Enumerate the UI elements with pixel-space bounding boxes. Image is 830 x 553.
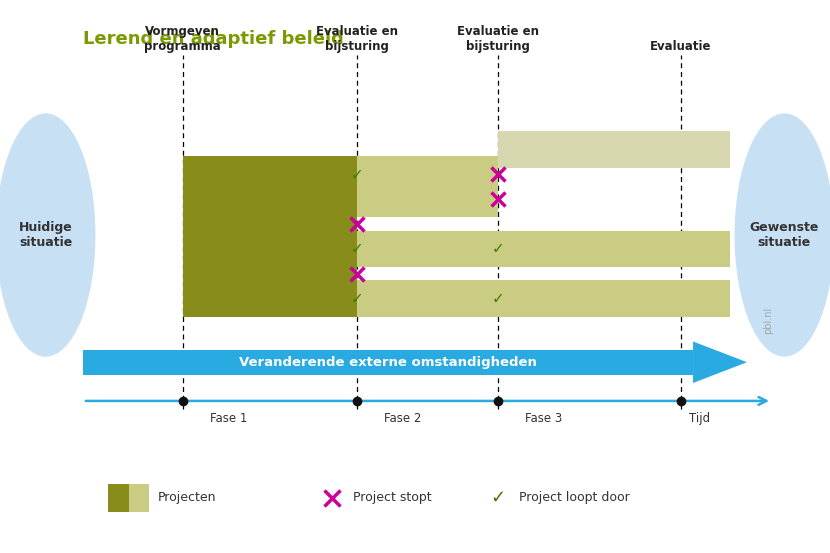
Text: Veranderende externe omstandigheden: Veranderende externe omstandigheden — [239, 356, 537, 369]
Bar — [357, 280, 730, 317]
Bar — [129, 484, 149, 512]
Text: Huidige
situatie: Huidige situatie — [19, 221, 72, 249]
Text: Evaluatie en
bijsturing: Evaluatie en bijsturing — [457, 24, 539, 53]
Bar — [357, 181, 498, 217]
Bar — [183, 206, 357, 242]
Text: Project loopt door: Project loopt door — [519, 491, 629, 504]
Text: pbl.nl: pbl.nl — [763, 307, 773, 335]
Bar — [183, 156, 357, 192]
Text: Evaluatie: Evaluatie — [650, 39, 711, 53]
Text: Evaluatie en
bijsturing: Evaluatie en bijsturing — [316, 24, 398, 53]
Bar — [83, 350, 693, 375]
Text: Projecten: Projecten — [158, 491, 216, 504]
Text: Tijd: Tijd — [689, 412, 710, 425]
Bar — [183, 181, 357, 217]
Text: Gewenste
situatie: Gewenste situatie — [749, 221, 819, 249]
Text: Fase 2: Fase 2 — [383, 412, 422, 425]
Text: Fase 3: Fase 3 — [525, 412, 562, 425]
Text: Lerend en adaptief beleid: Lerend en adaptief beleid — [83, 30, 344, 49]
Text: Project stopt: Project stopt — [353, 491, 432, 504]
Text: ✓: ✓ — [491, 241, 505, 257]
Text: ✓: ✓ — [350, 241, 364, 257]
Text: ✓: ✓ — [350, 291, 364, 306]
Bar — [183, 280, 357, 317]
Ellipse shape — [735, 113, 830, 357]
Ellipse shape — [0, 113, 95, 357]
Bar — [357, 156, 498, 192]
Bar — [183, 231, 357, 267]
Text: Fase 1: Fase 1 — [209, 412, 247, 425]
Text: ✓: ✓ — [350, 166, 364, 182]
Text: ✓: ✓ — [491, 291, 505, 306]
Bar — [357, 231, 730, 267]
Text: Vormgeven
programma: Vormgeven programma — [144, 24, 221, 53]
Bar — [498, 131, 730, 168]
Text: ✓: ✓ — [491, 489, 505, 507]
Bar — [183, 255, 357, 292]
Polygon shape — [693, 342, 747, 383]
Bar — [108, 484, 129, 512]
